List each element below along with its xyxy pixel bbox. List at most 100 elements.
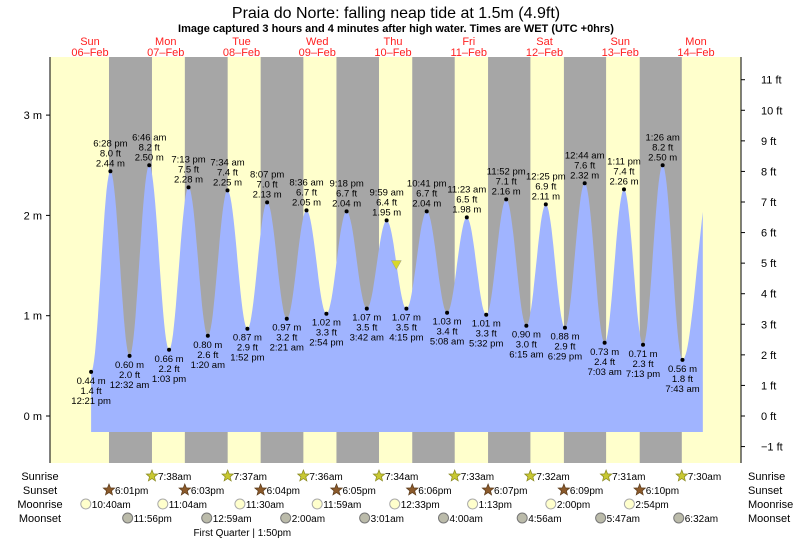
low-tide-point <box>602 340 607 345</box>
high-tide-m: 2.13 m <box>253 189 282 200</box>
low-tide-m: 1.03 m <box>433 317 462 328</box>
moonset-icon <box>122 512 134 524</box>
day-date-label: 11–Feb <box>451 47 488 59</box>
row-label-moonset: Moonset <box>19 513 61 525</box>
right-tick-label: 0 ft <box>761 411 776 423</box>
low-tide-point <box>404 306 409 311</box>
high-tide-m: 2.50 m <box>648 152 677 163</box>
high-tide-time: 10:41 pm <box>407 178 447 189</box>
right-tick-label: 8 ft <box>761 166 776 178</box>
high-tide-m: 2.25 m <box>213 177 242 188</box>
high-tide-point <box>424 209 429 214</box>
sunset-icon <box>178 483 192 496</box>
moonrise-time: 11:30am <box>246 500 284 511</box>
high-tide-time: 1:26 am <box>645 132 679 143</box>
low-tide-time: 3:42 am <box>350 333 384 344</box>
low-tide-time: 7:43 am <box>665 384 699 395</box>
low-tide-m: 1.01 m <box>472 319 501 330</box>
low-tide-ft: 3.3 ft <box>476 329 497 340</box>
low-tide-ft: 3.5 ft <box>356 323 377 334</box>
sunrise-icon <box>372 469 386 482</box>
moonrise-time: 11:04am <box>169 500 207 511</box>
high-tide-point <box>504 197 509 202</box>
moonrise-icon <box>80 498 92 510</box>
low-tide-point <box>167 347 172 352</box>
day-date-label: 08–Feb <box>223 47 260 59</box>
day-date-label: 07–Feb <box>147 47 184 59</box>
high-tide-point <box>225 188 230 193</box>
chart-title: Praia do Norte: falling neap tide at 1.5… <box>232 5 560 22</box>
low-tide-point <box>562 325 567 330</box>
high-tide-m: 2.26 m <box>609 176 638 187</box>
high-tide-m: 1.98 m <box>452 204 481 215</box>
low-tide-time: 5:32 pm <box>469 339 503 350</box>
low-tide-ft: 3.3 ft <box>316 328 337 339</box>
row-label-right-sunrise: Sunrise <box>748 471 785 483</box>
high-tide-point <box>265 200 270 205</box>
high-tide-time: 12:25 pm <box>526 171 566 182</box>
right-tick-label: 3 ft <box>761 319 776 331</box>
sunrise-icon <box>296 469 311 482</box>
sunset-time: 6:01pm <box>115 486 148 497</box>
day-date-label: 06–Feb <box>71 47 108 59</box>
high-tide-ft: 8.0 ft <box>100 148 121 159</box>
day-name-label: Sun <box>610 36 630 48</box>
low-tide-m: 0.88 m <box>550 332 579 343</box>
moonrise-icon <box>545 498 557 510</box>
row-label-moonrise: Moonrise <box>17 499 62 511</box>
high-tide-ft: 6.7 ft <box>336 188 357 199</box>
high-tide-time: 6:46 am <box>132 132 166 143</box>
day-date-label: 10–Feb <box>374 47 411 59</box>
sunrise-time: 7:38am <box>158 472 191 483</box>
low-tide-ft: 3.0 ft <box>516 340 537 351</box>
low-tide-m: 0.90 m <box>512 330 541 341</box>
low-tide-point <box>89 369 94 374</box>
day-date-label: 14–Feb <box>677 47 714 59</box>
right-tick-label: 2 ft <box>761 350 776 362</box>
row-label-right-moonrise: Moonrise <box>748 499 793 511</box>
high-tide-m: 1.95 m <box>372 207 401 218</box>
right-tick-label: 9 ft <box>761 136 776 148</box>
low-tide-ft: 2.2 ft <box>159 364 180 375</box>
right-tick-label: 11 ft <box>761 75 782 87</box>
high-tide-ft: 6.7 ft <box>416 188 437 199</box>
low-tide-ft: 2.9 ft <box>237 343 258 354</box>
day-date-label: 12–Feb <box>526 47 563 59</box>
tide-area <box>91 165 703 433</box>
high-tide-time: 7:34 am <box>210 157 244 168</box>
current-tide-marker <box>390 260 402 271</box>
high-tide-m: 2.28 m <box>174 174 203 185</box>
low-tide-m: 0.66 m <box>155 354 184 365</box>
moonset-icon <box>201 512 213 524</box>
moonset-time: 6:32am <box>685 514 718 525</box>
sunset-icon <box>102 483 116 496</box>
sunrise-time: 7:34am <box>385 472 418 483</box>
high-tide-ft: 8.2 ft <box>652 142 673 153</box>
row-label-right-sunset: Sunset <box>748 485 782 497</box>
high-tide-ft: 7.5 ft <box>178 164 199 175</box>
high-tide-point <box>304 208 309 213</box>
high-tide-time: 9:18 pm <box>329 178 363 189</box>
high-tide-point <box>344 209 349 214</box>
high-tide-point <box>147 163 152 168</box>
axes: 0 m 1 m 2 m 3 m −1 ft 0 ft 1 ft 2 ft 3 ft 4 ft 5 f… <box>24 57 783 463</box>
moonset-icon <box>673 512 685 524</box>
left-tick-label: 3 m <box>24 110 42 122</box>
low-tide-time: 2:21 am <box>270 343 304 354</box>
high-tide-ft: 7.6 ft <box>574 160 595 171</box>
chart-subtitle: Image captured 3 hours and 4 minutes aft… <box>178 23 614 35</box>
right-tick-label: 1 ft <box>761 380 776 392</box>
day-date-label: 09–Feb <box>299 47 336 59</box>
high-tide-ft: 6.7 ft <box>296 187 317 198</box>
low-tide-ft: 2.4 ft <box>594 357 615 368</box>
moonrise-time: 2:00pm <box>557 500 590 511</box>
sunset-time: 6:05pm <box>342 486 375 497</box>
high-tide-point <box>186 185 191 190</box>
low-tide-time: 2:54 pm <box>309 338 343 349</box>
high-tide-ft: 7.4 ft <box>217 167 238 178</box>
moonrise-time: 1:13pm <box>479 500 512 511</box>
sunrise-icon <box>523 469 538 482</box>
sunset-icon <box>633 483 647 496</box>
sunset-time: 6:10pm <box>646 486 679 497</box>
low-tide-point <box>324 311 329 316</box>
